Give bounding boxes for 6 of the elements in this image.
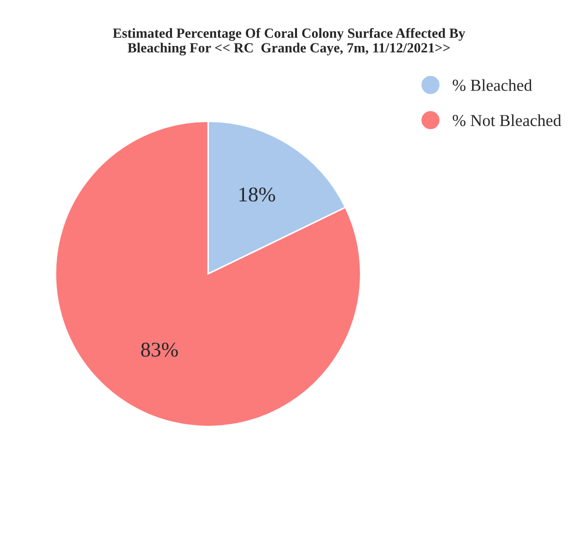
legend-label: % Not Bleached	[452, 114, 562, 126]
data-label: 18%	[239, 187, 276, 202]
legend-label: % Bleached	[452, 79, 532, 91]
chart-title: Estimated Percentage Of Coral Colony Surface Affected By Bleaching For << RC Grande Caye, 7m, 11/12/2021>>	[112, 28, 466, 56]
pie-slice	[54, 120, 362, 428]
data-label: 83%	[141, 342, 178, 357]
